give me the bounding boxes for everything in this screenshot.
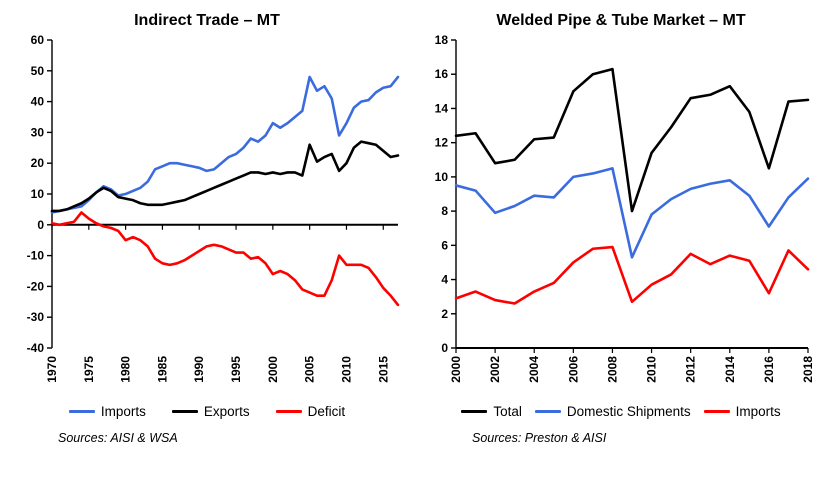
y-tick-label: -10 [27,249,45,263]
x-tick-label: 2016 [762,356,776,383]
y-tick-label: 16 [435,67,449,81]
legend-label: Exports [203,404,250,419]
x-tick-label: 2000 [449,356,463,383]
legend-label: Deficit [307,404,346,419]
x-tick-label: 2008 [605,356,619,383]
series-line-domestic-shipments [454,167,810,259]
y-tick-label: 8 [441,204,448,218]
series-line-imports [454,245,810,305]
x-tick-label: 2015 [376,356,390,383]
legend-line-swatch [171,410,198,413]
right-chart-sources: Sources: Preston & AISI [472,431,607,445]
legend-label: Domestic Shipments [566,404,691,419]
y-tick-label: 10 [435,170,449,184]
left-chart-title: Indirect Trade – MT [134,12,280,29]
legend-label: Total [493,404,522,419]
series-line-exports [50,140,400,213]
right-chart-legend: Total Domestic Shipments Imports [420,404,822,419]
y-tick-label: 0 [37,218,44,232]
series-line-deficit [50,211,400,307]
left-chart-legend: Imports Exports Deficit [6,404,408,419]
y-tick-label: 4 [441,273,448,287]
x-tick-label: 1985 [155,356,169,383]
x-tick-label: 2012 [684,356,698,383]
series-line-imports [50,75,400,214]
legend-label: Imports [100,404,146,419]
indirect-trade-chart-panel: Indirect Trade – MT -40 -30 -20 -10 0 10 20 30 4… [6,4,408,445]
legend-line-swatch [461,410,488,413]
x-tick-label: 2005 [303,356,317,383]
legend-item-domestic-shipments: Domestic Shipments [534,404,691,419]
legend-line-swatch [534,410,561,413]
y-tick-label: 50 [31,64,45,78]
y-tick-label: -30 [27,310,45,324]
y-tick-label: 30 [31,125,45,139]
y-tick-label: 14 [435,101,449,115]
x-tick-label: 1970 [45,356,59,383]
x-tick-label: 1990 [192,356,206,383]
y-tick-label: 20 [31,156,45,170]
x-tick-label: 2014 [723,356,737,383]
x-tick-label: 1980 [119,356,133,383]
x-tick-label: 2000 [266,356,280,383]
y-tick-label: -20 [27,279,45,293]
legend-item-imports: Imports [68,404,146,419]
welded-pipe-chart-panel: Welded Pipe & Tube Market – MT 0 2 4 6 8 10 12… [420,4,822,445]
legend-line-swatch [703,410,730,413]
legend-item-total: Total [461,404,522,419]
right-chart-title: Welded Pipe & Tube Market – MT [496,12,746,29]
right-chart-plot: 0 2 4 6 8 10 12 14 16 18 2000 2002 2004 2006 2008 2010 2… [435,33,815,383]
y-tick-label: 6 [441,238,448,252]
series-line-total [454,67,810,213]
x-tick-label: 2006 [566,356,580,383]
x-tick-label: 2002 [488,356,502,383]
y-tick-label: -40 [27,341,45,355]
y-tick-label: 10 [31,187,45,201]
y-tick-label: 18 [435,33,449,47]
left-chart-plot: -40 -30 -20 -10 0 10 20 30 40 50 60 1970 1975 1980 198… [27,33,400,383]
y-tick-label: 40 [31,95,45,109]
y-tick-label: 2 [441,307,448,321]
legend-label: Imports [735,404,781,419]
legend-line-swatch [275,410,302,413]
y-tick-label: 12 [435,136,449,150]
legend-item-exports: Exports [171,404,250,419]
x-tick-label: 2010 [339,356,353,383]
y-tick-label: 0 [441,341,448,355]
left-chart-sources: Sources: AISI & WSA [58,431,178,445]
x-tick-label: 1975 [82,356,96,383]
legend-line-swatch [68,410,95,413]
x-tick-label: 2004 [527,356,541,383]
y-tick-label: 60 [31,33,45,47]
x-tick-label: 2010 [645,356,659,383]
x-tick-label: 2018 [801,356,815,383]
x-tick-label: 1995 [229,356,243,383]
legend-item-imports: Imports [703,404,781,419]
legend-item-deficit: Deficit [275,404,346,419]
